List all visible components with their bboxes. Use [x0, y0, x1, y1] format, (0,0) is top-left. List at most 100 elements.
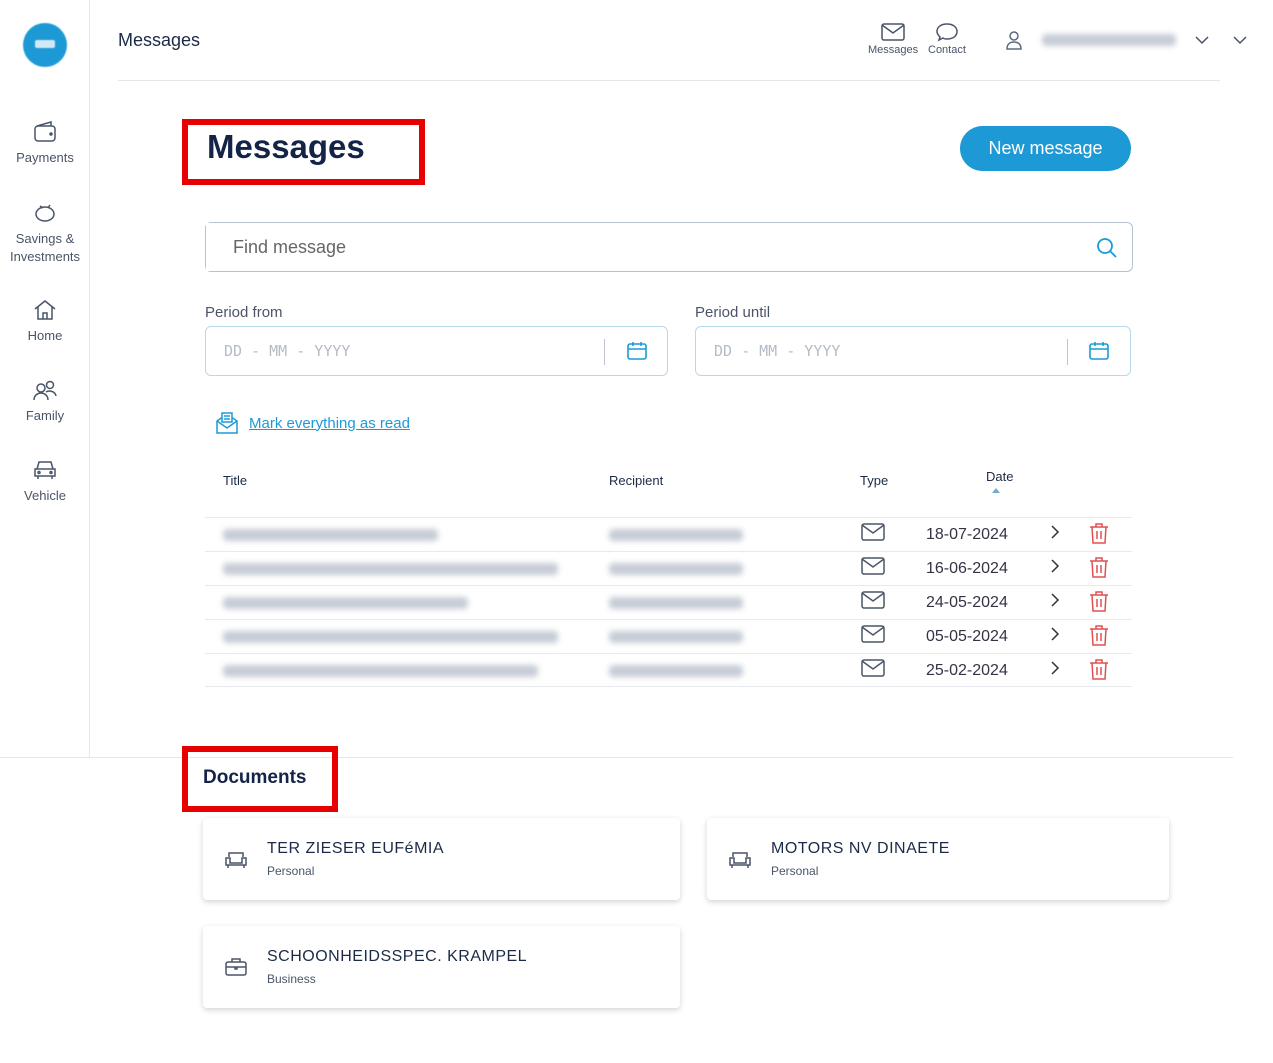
trash-icon[interactable] [1088, 623, 1110, 647]
chevron-right-icon[interactable] [1050, 626, 1060, 642]
highlight-box [182, 119, 425, 185]
car-icon [34, 461, 56, 479]
open-envelope-icon [216, 412, 238, 434]
message-title-blurred [223, 529, 438, 541]
recipient-blurred [609, 529, 743, 541]
highlight-box [182, 746, 338, 812]
topbar-messages-button[interactable]: Messages [868, 22, 918, 56]
sidebar-item-savings[interactable]: Savings & Investments [0, 200, 90, 266]
column-header-recipient[interactable]: Recipient [609, 473, 664, 488]
message-title-blurred [223, 597, 468, 609]
people-icon [33, 380, 57, 401]
envelope-icon [861, 659, 885, 677]
topbar-contact-button[interactable]: Contact [928, 22, 966, 56]
chevron-right-icon[interactable] [1050, 524, 1060, 540]
topbar-contact-label: Contact [928, 44, 966, 56]
document-card[interactable]: MOTORS NV DINAETE Personal [707, 818, 1169, 900]
search-icon[interactable] [1096, 237, 1118, 259]
search-field [205, 222, 1133, 272]
sidebar: Payments Savings & Investments Home Fami… [0, 0, 90, 757]
envelope-icon [861, 523, 885, 541]
piggy-bank-icon [35, 204, 55, 222]
house-icon [34, 300, 56, 320]
new-message-button[interactable]: New message [960, 126, 1131, 171]
mark-all-read-label: Mark everything as read [249, 414, 410, 432]
message-date: 16-06-2024 [926, 560, 1008, 577]
calendar-icon[interactable] [626, 340, 648, 362]
envelope-icon [861, 557, 885, 575]
mark-all-read-link[interactable]: Mark everything as read [215, 411, 410, 435]
recipient-blurred [609, 597, 743, 609]
column-header-title[interactable]: Title [223, 473, 248, 488]
section-divider [0, 757, 1233, 758]
sidebar-item-label: Home [27, 328, 63, 343]
message-title-blurred [223, 563, 558, 575]
topbar-divider [118, 80, 1220, 81]
sidebar-item-vehicle[interactable]: Vehicle [0, 458, 90, 503]
documents-title: Documents [203, 767, 307, 788]
period-from-label: Period from [205, 304, 283, 321]
message-date: 25-02-2024 [926, 662, 1008, 679]
sidebar-item-payments[interactable]: Payments [0, 120, 90, 165]
trash-icon[interactable] [1088, 555, 1110, 579]
trash-icon[interactable] [1088, 521, 1110, 545]
search-input[interactable] [206, 223, 1056, 271]
chevron-right-icon[interactable] [1050, 660, 1060, 676]
sofa-icon [225, 852, 247, 868]
trash-icon[interactable] [1088, 657, 1110, 681]
sidebar-item-label: Family [25, 408, 65, 423]
table-row[interactable]: 16-06-2024 [205, 551, 1132, 585]
table-row[interactable]: 24-05-2024 [205, 585, 1132, 619]
recipient-blurred [609, 631, 743, 643]
wallet-icon [34, 121, 56, 142]
message-date: 24-05-2024 [926, 594, 1008, 611]
briefcase-icon [225, 958, 247, 976]
sidebar-item-label: Payments [16, 150, 74, 165]
topbar-messages-label: Messages [868, 44, 919, 56]
period-until-label: Period until [695, 304, 771, 321]
envelope-icon [881, 23, 905, 41]
chevron-right-icon[interactable] [1050, 558, 1060, 574]
date-placeholder: DD - MM - YYYY [714, 342, 841, 360]
chevron-down-icon[interactable] [1195, 35, 1209, 45]
date-placeholder: DD - MM - YYYY [224, 342, 351, 360]
table-row[interactable]: 18-07-2024 [205, 517, 1132, 551]
envelope-icon [861, 591, 885, 609]
topbar-title: Messages [118, 30, 201, 50]
table-end-divider [205, 686, 1132, 687]
table-row[interactable]: 25-02-2024 [205, 653, 1132, 687]
sidebar-item-label: Savings & Investments [9, 231, 81, 264]
envelope-icon [861, 625, 885, 643]
sofa-icon [729, 852, 751, 868]
chat-bubble-icon [936, 23, 958, 42]
column-header-type[interactable]: Type [860, 473, 889, 488]
sort-ascending-icon[interactable] [991, 487, 1001, 494]
chevron-down-icon[interactable] [1233, 35, 1247, 45]
document-card[interactable]: TER ZIESER EUFéMIA Personal [203, 818, 680, 900]
chevron-right-icon[interactable] [1050, 592, 1060, 608]
table-row[interactable]: 05-05-2024 [205, 619, 1132, 653]
user-icon[interactable] [1004, 30, 1024, 50]
document-type: Business [267, 972, 316, 986]
document-card[interactable]: SCHOONHEIDSSPEC. KRAMPEL Business [203, 926, 680, 1008]
message-title-blurred [223, 665, 538, 677]
column-header-date[interactable]: Date [986, 469, 1014, 484]
user-name-blurred[interactable] [1042, 34, 1176, 46]
sidebar-item-label: Vehicle [24, 488, 66, 503]
calendar-icon[interactable] [1088, 340, 1110, 362]
message-date: 18-07-2024 [926, 526, 1008, 543]
sidebar-item-family[interactable]: Family [0, 378, 90, 423]
bank-logo[interactable] [23, 23, 67, 67]
sidebar-item-home[interactable]: Home [0, 298, 90, 343]
recipient-blurred [609, 563, 743, 575]
document-type: Personal [771, 864, 819, 878]
document-name: MOTORS NV DINAETE [771, 840, 950, 857]
message-date: 05-05-2024 [926, 628, 1008, 645]
document-type: Personal [267, 864, 315, 878]
page-title: Messages [207, 128, 365, 165]
trash-icon[interactable] [1088, 589, 1110, 613]
period-until-input[interactable]: DD - MM - YYYY [695, 326, 1131, 376]
period-from-input[interactable]: DD - MM - YYYY [205, 326, 668, 376]
document-name: TER ZIESER EUFéMIA [267, 840, 445, 857]
message-title-blurred [223, 631, 558, 643]
